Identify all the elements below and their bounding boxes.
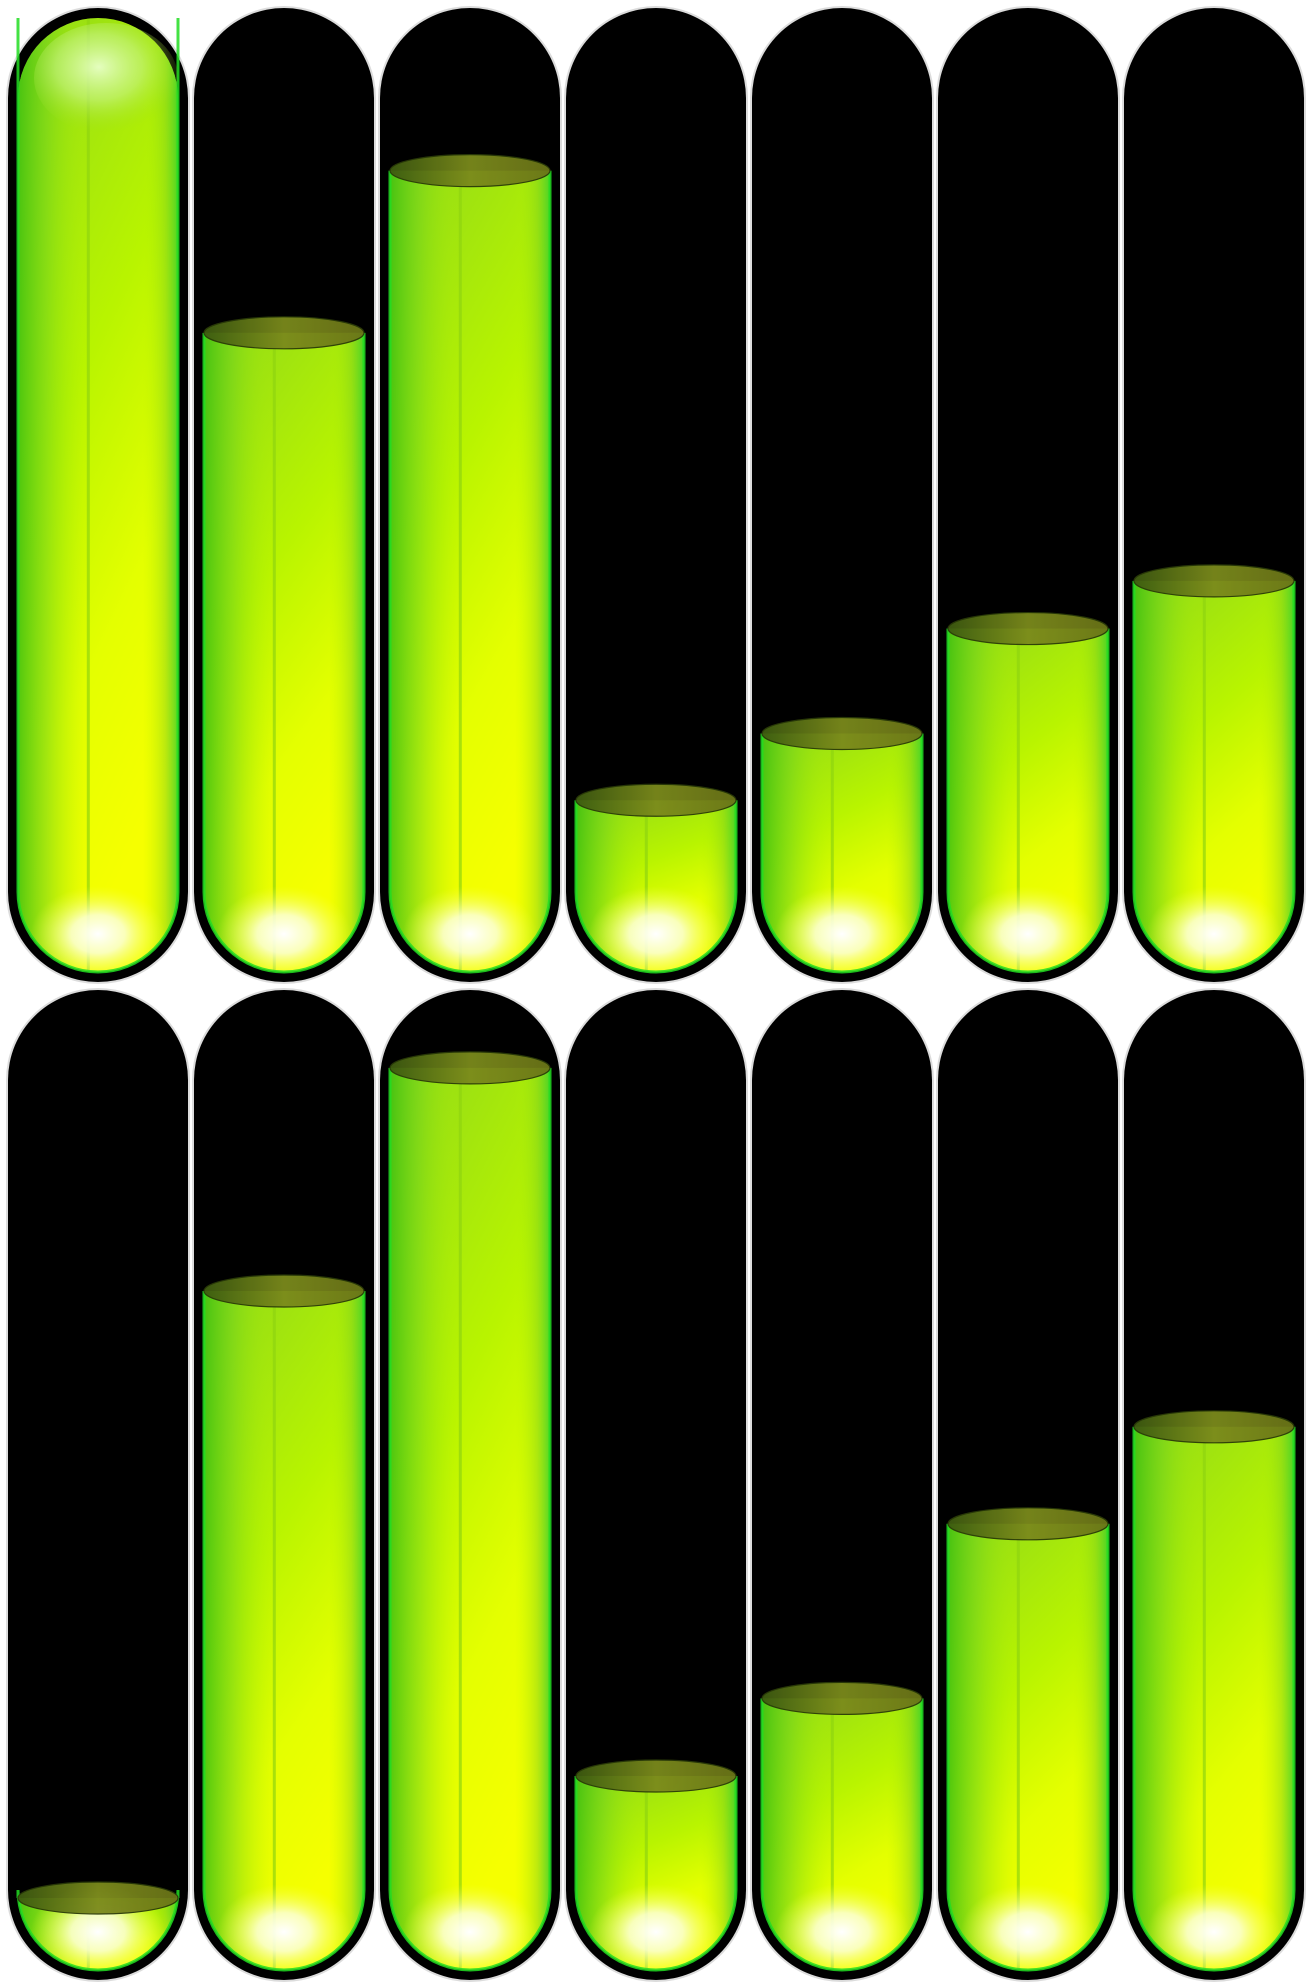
liquid-edge xyxy=(574,1776,738,1972)
test-tube-r2-c2 xyxy=(192,988,376,1982)
liquid-edge xyxy=(760,733,924,974)
tube-body xyxy=(566,8,746,982)
liquid-surface xyxy=(575,1759,737,1793)
test-tube-r1-c6 xyxy=(936,6,1120,984)
liquid-shading xyxy=(1134,1426,1294,1970)
liquid-edge xyxy=(946,628,1110,974)
bottom-glow xyxy=(402,1884,538,1970)
liquid-edge xyxy=(574,800,738,974)
liquid-highlight-line xyxy=(272,332,276,972)
liquid-highlight-line xyxy=(1016,628,1020,972)
test-tube-r2-c3 xyxy=(378,988,562,1982)
test-tube-r1-c5 xyxy=(750,6,934,984)
test-tube-r1-c2 xyxy=(192,6,376,984)
liquid-highlight-line xyxy=(1016,1523,1020,1970)
liquid-edge xyxy=(1132,1426,1296,1972)
liquid-shading xyxy=(204,332,364,972)
bottom-glow xyxy=(588,1884,724,1970)
bottom-glow xyxy=(1146,886,1282,972)
tube-cap-glow xyxy=(34,23,178,133)
liquid-highlight-line xyxy=(272,1291,276,1970)
liquid-highlight-line xyxy=(458,170,462,972)
bottom-glow xyxy=(216,1884,352,1970)
liquid-highlight-line xyxy=(644,800,648,972)
liquid-highlight-line xyxy=(830,1698,834,1970)
bottom-glow xyxy=(216,886,352,972)
bottom-glow xyxy=(30,886,166,972)
liquid-shading xyxy=(204,1291,364,1970)
test-tube-r2-c6 xyxy=(936,988,1120,1982)
liquid-surface xyxy=(1133,564,1295,598)
liquid-highlight-line xyxy=(1202,580,1206,972)
test-tube-r1-c1 xyxy=(6,6,190,984)
liquid-edge xyxy=(388,170,552,974)
liquid-surface xyxy=(761,1681,923,1716)
tube-body xyxy=(8,990,188,1980)
liquid-surface xyxy=(947,611,1109,646)
bottom-glow xyxy=(960,886,1096,972)
tube-body xyxy=(566,990,746,1980)
test-tube-r2-c7 xyxy=(1122,988,1306,1982)
test-tube-r1-c7 xyxy=(1122,6,1306,984)
liquid-surface xyxy=(1133,1410,1295,1444)
test-tube-r2-c1 xyxy=(6,988,190,1982)
liquid-highlight-line xyxy=(644,1776,648,1970)
liquid-edge xyxy=(16,18,180,974)
liquid-highlight-line xyxy=(830,733,834,972)
liquid-surface xyxy=(761,716,923,751)
liquid-shading xyxy=(18,18,178,972)
bottom-glow xyxy=(402,886,538,972)
liquid-surface xyxy=(389,154,551,188)
liquid-highlight-line xyxy=(1202,1426,1206,1970)
test-tube-r2-c5 xyxy=(750,988,934,1982)
liquid-edge xyxy=(202,1291,366,1972)
test-tube-r1-c3 xyxy=(378,6,562,984)
liquid-surface xyxy=(947,1507,1109,1541)
liquid-surface xyxy=(203,316,365,350)
bottom-glow xyxy=(774,886,910,972)
liquid-edge xyxy=(388,1067,552,1972)
liquid-edge xyxy=(202,332,366,974)
liquid-highlight-line xyxy=(458,1067,462,1970)
liquid-surface xyxy=(575,783,737,817)
bottom-glow xyxy=(960,1884,1096,1970)
test-tube-r2-c4 xyxy=(564,988,748,1982)
bottom-glow xyxy=(774,1884,910,1970)
liquid-edge xyxy=(760,1698,924,1972)
liquid-surface xyxy=(389,1051,551,1085)
bottom-glow xyxy=(1146,1884,1282,1970)
liquid-edge xyxy=(1132,580,1296,974)
liquid-edge xyxy=(16,1889,180,1972)
liquid-highlight-line xyxy=(86,18,90,972)
liquid-shading xyxy=(390,1067,550,1970)
liquid-shading xyxy=(390,170,550,972)
liquid-surface xyxy=(17,1881,179,1915)
liquid-surface xyxy=(203,1274,365,1308)
bottom-glow xyxy=(588,886,724,972)
test-tube-r1-c4 xyxy=(564,6,748,984)
liquid-edge xyxy=(946,1523,1110,1972)
